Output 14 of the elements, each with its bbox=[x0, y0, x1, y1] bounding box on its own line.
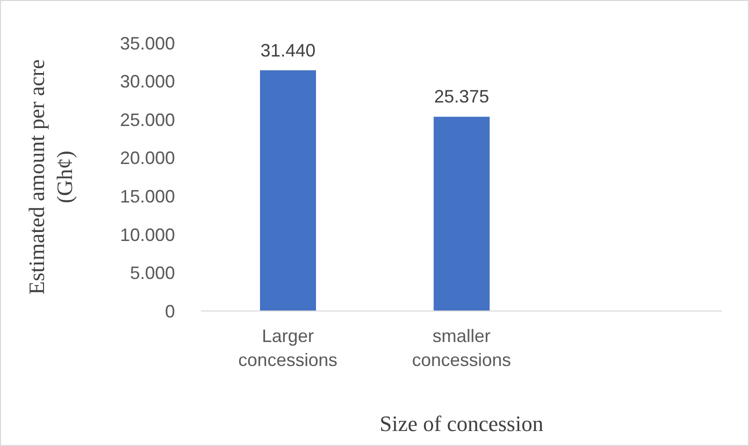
y-tick-label: 0 bbox=[164, 301, 175, 322]
y-tick-label: 35.000 bbox=[120, 33, 175, 54]
y-axis-title: Estimated amount per acre (Gh¢) bbox=[24, 59, 77, 295]
y-tick-label: 25.000 bbox=[120, 110, 175, 130]
x-tick-label: smaller concessions bbox=[412, 326, 512, 370]
data-label: 31.440 bbox=[260, 40, 316, 60]
y-tick-label: 20.000 bbox=[120, 148, 175, 168]
data-label: 25.375 bbox=[434, 86, 490, 107]
y-tick-label: 10.000 bbox=[120, 224, 175, 245]
y-tick-label: 5.000 bbox=[130, 263, 175, 284]
x-axis-title: Size of concession bbox=[380, 411, 544, 436]
y-tick-label: 15.000 bbox=[120, 186, 175, 207]
y-tick-label: 30.000 bbox=[120, 72, 175, 92]
x-tick-label: Larger concessions bbox=[238, 326, 338, 370]
